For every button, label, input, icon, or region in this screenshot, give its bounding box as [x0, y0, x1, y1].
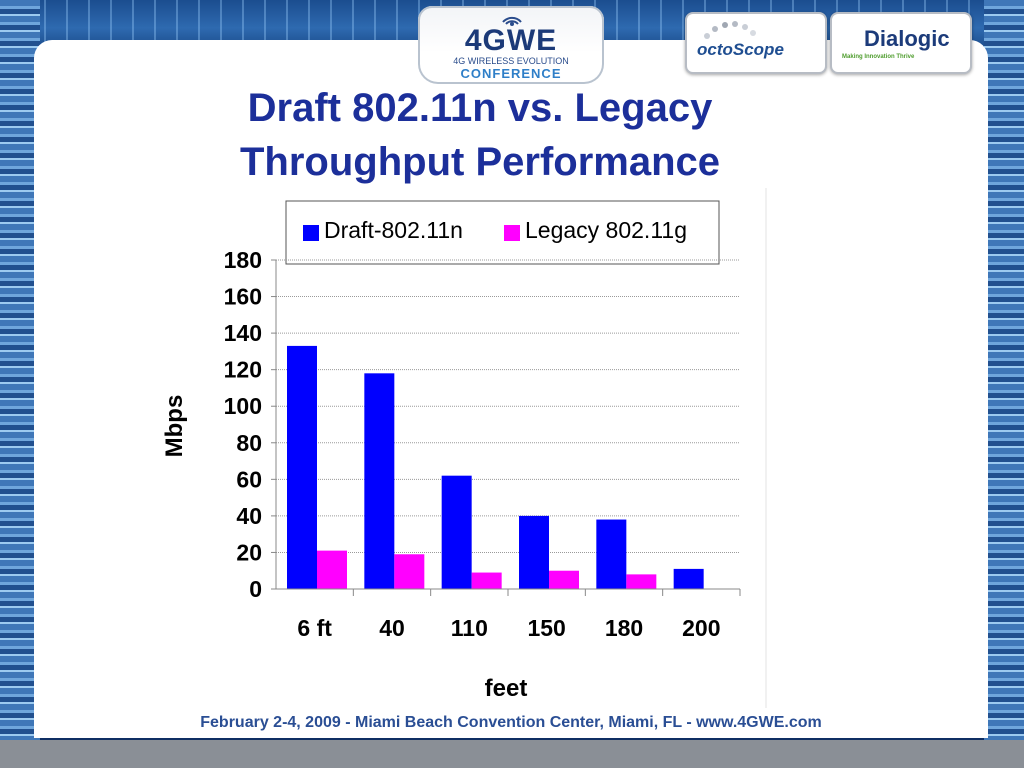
legend: Draft-802.11n Legacy 802.11g [303, 217, 687, 243]
bar-draft-80211n [441, 475, 472, 589]
legend-box [285, 200, 720, 265]
x-tick-label: 200 [682, 615, 720, 641]
gridlines [271, 259, 740, 590]
y-tick-label: 60 [236, 466, 262, 492]
y-tick-label: 0 [249, 576, 262, 602]
conference-logo-sub: 4G WIRELESS EVOLUTION [453, 56, 569, 66]
y-tick-label: 120 [224, 357, 262, 383]
y-tick-label: 40 [236, 503, 262, 529]
bottom-bar [0, 740, 1024, 768]
y-tick-label: 100 [224, 393, 262, 419]
conference-logo-main: 4GWE [464, 24, 558, 57]
x-tick-label: 110 [451, 615, 488, 641]
bar-legacy-80211g [549, 570, 579, 589]
bar-draft-80211n [519, 515, 549, 589]
bar-draft-80211n [673, 568, 704, 589]
dialogic-tagline: Making Innovation Thrive [842, 54, 915, 60]
y-tick-label: 20 [236, 539, 262, 565]
bar-draft-80211n [364, 373, 395, 589]
y-tick-labels: 0 20 40 60 80 100 120 140 160 180 [224, 247, 262, 602]
y-axis-label: Mbps [161, 395, 188, 458]
octoscope-name: octoScope [697, 40, 784, 59]
legend-swatch [504, 225, 520, 241]
bar-draft-80211n [287, 345, 317, 589]
bar-legacy-80211g [471, 572, 502, 589]
legend-label: Legacy 802.11g [525, 217, 687, 243]
dialogic-logo: Dialogic Making Innovation Thrive [830, 12, 972, 74]
x-tick-label: 6 ft [297, 615, 332, 641]
bar-draft-80211n [596, 519, 627, 589]
bar-legacy-80211g [626, 574, 657, 589]
legend-swatch [303, 225, 319, 241]
legend-label: Draft-802.11n [324, 217, 463, 243]
conference-logo-word: CONFERENCE [460, 66, 562, 81]
bar-legacy-80211g [394, 554, 425, 589]
x-tick-label: 180 [605, 615, 643, 641]
slide-title-line-2: Throughput Performance [239, 140, 721, 184]
conference-logo: 4GWE 4G WIRELESS EVOLUTION CONFERENCE [418, 6, 604, 84]
dialogic-name: Dialogic [864, 26, 950, 51]
bars [287, 345, 704, 589]
x-tick-label: 40 [379, 615, 405, 641]
right-border [984, 0, 1024, 740]
y-tick-label: 160 [224, 284, 262, 310]
x-tick-label: 150 [527, 615, 565, 641]
y-tick-label: 80 [236, 430, 262, 456]
left-border [0, 0, 40, 740]
octoscope-logo: octoScope [685, 12, 827, 74]
x-axis-label: feet [485, 675, 528, 702]
dots-icon [704, 21, 756, 39]
y-tick-label: 180 [224, 247, 262, 273]
bar-legacy-80211g [317, 550, 347, 589]
x-tick-labels: 6 ft 40 110 150 180 200 [297, 589, 741, 641]
y-tick-label: 140 [224, 320, 262, 346]
throughput-chart: Draft-802.11n Legacy 802.11g 0 20 40 60 80 100… [161, 188, 767, 708]
wireless-waves-icon [502, 16, 522, 26]
slide-canvas [34, 40, 988, 738]
slide-title-line-1: Draft 802.11n vs. Legacy [247, 86, 713, 130]
footer-text: February 2-4, 2009 - Miami Beach Convent… [200, 714, 822, 731]
